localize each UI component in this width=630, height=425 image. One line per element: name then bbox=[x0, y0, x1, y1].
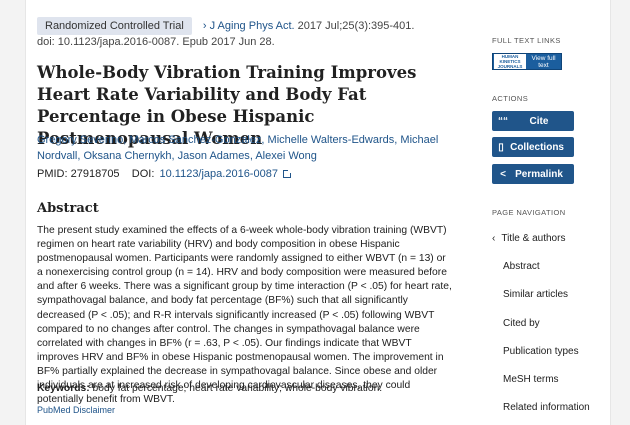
abstract-text: The present study examined the effects o… bbox=[37, 225, 452, 406]
publisher-logo: HUMAN KINETICS JOURNALS bbox=[494, 54, 526, 69]
publication-type-badge: Randomized Controlled Trial bbox=[37, 17, 192, 35]
doi-epub-line: doi: 10.1123/japa.2016-0087. Epub 2017 J… bbox=[37, 36, 275, 48]
share-icon: < bbox=[500, 168, 506, 180]
bookmark-icon: ▯ bbox=[498, 141, 504, 153]
keywords-value: body fat percentage; heart rate variabil… bbox=[92, 383, 383, 394]
nav-related-information[interactable]: Related information bbox=[503, 402, 590, 413]
keywords: Keywords: body fat percentage; heart rat… bbox=[37, 383, 382, 394]
keywords-label: Keywords: bbox=[37, 383, 90, 394]
pubmed-disclaimer-link[interactable]: PubMed Disclaimer bbox=[37, 405, 116, 415]
permalink-button[interactable]: < Permalink bbox=[492, 164, 574, 184]
authors-list: Gregory Severino, Marcos Sanchez-Gonzale… bbox=[37, 134, 439, 162]
citation-text: 2017 Jul;25(3):395-401. bbox=[297, 20, 415, 32]
nav-cited-by[interactable]: Cited by bbox=[503, 318, 540, 329]
article-source-line: Randomized Controlled Trial › J Aging Ph… bbox=[37, 17, 467, 35]
doi-label: DOI: bbox=[131, 168, 155, 180]
identifiers: PMID: 27918705 DOI: 10.1123/japa.2016-00… bbox=[37, 168, 293, 180]
window-left-frame bbox=[0, 0, 26, 425]
author-link[interactable]: Gregory Severino bbox=[37, 134, 124, 146]
chevron-left-icon: ‹ bbox=[492, 233, 496, 244]
author-link[interactable]: Michael Nordvall bbox=[37, 134, 439, 162]
view-full-text-label: View full text bbox=[531, 54, 556, 69]
article-title: Whole-Body Vibration Training Improves H… bbox=[37, 63, 417, 148]
full-text-link-button[interactable]: HUMAN KINETICS JOURNALS View full text bbox=[492, 53, 562, 70]
quote-icon: ““ bbox=[498, 115, 508, 127]
nav-mesh-terms[interactable]: MeSH terms bbox=[503, 374, 559, 385]
nav-publication-types[interactable]: Publication types bbox=[503, 346, 579, 357]
full-text-links-heading: FULL TEXT LINKS bbox=[492, 36, 561, 45]
nav-title-authors[interactable]: ‹ Title & authors bbox=[492, 233, 566, 244]
chevron-right-icon: › bbox=[202, 20, 207, 32]
journal-link[interactable]: J Aging Phys Act. bbox=[209, 20, 295, 32]
page-navigation-heading: PAGE NAVIGATION bbox=[492, 208, 566, 217]
nav-abstract[interactable]: Abstract bbox=[503, 261, 540, 272]
pmid: PMID: 27918705 bbox=[37, 168, 120, 180]
doi-link[interactable]: 10.1123/japa.2016-0087 bbox=[159, 168, 278, 180]
author-link[interactable]: Marcos Sanchez-Gonzalez bbox=[129, 134, 262, 146]
author-link[interactable]: Oksana Chernykh bbox=[83, 150, 172, 162]
abstract-heading: Abstract bbox=[37, 201, 99, 216]
author-link[interactable]: Michelle Walters-Edwards bbox=[267, 134, 395, 146]
actions-heading: ACTIONS bbox=[492, 94, 529, 103]
external-link-icon bbox=[283, 169, 293, 178]
author-link[interactable]: Alexei Wong bbox=[255, 150, 317, 162]
collections-button[interactable]: ▯ Collections bbox=[492, 137, 574, 157]
author-link[interactable]: Jason Adames bbox=[177, 150, 250, 162]
cite-button[interactable]: ““ Cite bbox=[492, 111, 574, 131]
nav-similar-articles[interactable]: Similar articles bbox=[503, 289, 569, 300]
window-right-frame bbox=[610, 0, 630, 425]
